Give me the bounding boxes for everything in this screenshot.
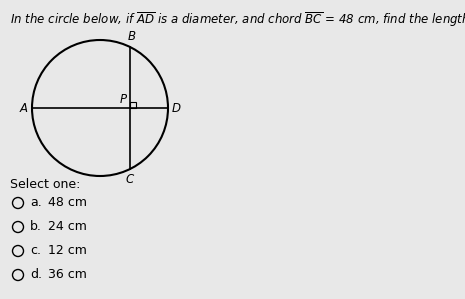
Text: c.: c.: [30, 245, 41, 257]
Text: P: P: [120, 93, 127, 106]
Bar: [130, 102, 136, 108]
Text: D: D: [172, 101, 181, 115]
Text: b.: b.: [30, 220, 42, 234]
Text: 24 cm: 24 cm: [48, 220, 87, 234]
Text: 36 cm: 36 cm: [48, 269, 87, 281]
Text: 12 cm: 12 cm: [48, 245, 87, 257]
Text: d.: d.: [30, 269, 42, 281]
Text: B: B: [128, 30, 136, 43]
Text: 48 cm: 48 cm: [48, 196, 87, 210]
Text: Select one:: Select one:: [10, 178, 80, 191]
Text: C: C: [126, 173, 134, 186]
Text: a.: a.: [30, 196, 42, 210]
Text: In the circle below, if $\overline{AD}$ is a diameter, and chord $\overline{BC}$: In the circle below, if $\overline{AD}$ …: [10, 10, 465, 29]
Text: A: A: [20, 101, 28, 115]
